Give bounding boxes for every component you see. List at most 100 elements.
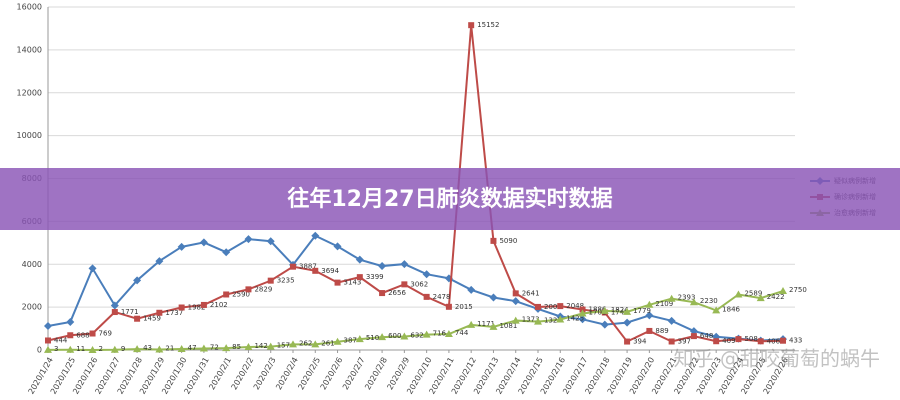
data-point (512, 290, 519, 297)
data-point (67, 332, 74, 339)
data-label: 387 (344, 337, 357, 345)
data-label: 1425 (566, 314, 584, 322)
data-point (490, 237, 497, 244)
data-point (689, 327, 698, 336)
data-point (290, 263, 296, 270)
data-label: 3 (54, 345, 58, 353)
data-label: 9 (121, 345, 125, 353)
data-point (110, 345, 119, 353)
data-point (222, 248, 231, 257)
data-point (199, 344, 208, 352)
title-banner (0, 168, 900, 230)
y-tick-label: 2000 (22, 303, 42, 312)
data-point (623, 318, 632, 327)
data-point (444, 330, 453, 338)
data-label: 2109 (655, 300, 673, 308)
data-label: 2750 (789, 286, 807, 294)
y-tick-label: 14000 (17, 45, 42, 54)
data-point (245, 286, 252, 293)
data-point (467, 285, 476, 294)
y-tick-label: 16000 (17, 3, 42, 12)
data-point (668, 338, 675, 345)
data-label: 47 (188, 344, 197, 352)
data-point (468, 22, 475, 29)
data-point (111, 309, 118, 316)
data-label: 716 (433, 330, 447, 338)
series-line (47, 234, 784, 342)
data-label: 1846 (722, 305, 740, 313)
data-label: 688 (76, 331, 89, 339)
data-label: 2009 (544, 303, 562, 311)
data-point (222, 344, 231, 352)
data-point (133, 276, 142, 285)
data-point (312, 267, 319, 274)
data-label: 3235 (277, 277, 295, 285)
data-label: 648 (700, 332, 713, 340)
data-point (177, 344, 186, 352)
data-point (422, 270, 431, 279)
data-point (712, 306, 721, 314)
data-point (333, 242, 342, 251)
data-label: 2589 (744, 289, 762, 297)
data-point (645, 300, 654, 308)
data-point (624, 338, 631, 345)
data-point (556, 315, 565, 323)
data-point (311, 340, 320, 348)
data-point (623, 307, 632, 315)
data-point (400, 332, 409, 340)
data-label: 72 (210, 343, 219, 351)
data-point (223, 291, 230, 298)
data-label: 2393 (678, 294, 696, 302)
data-point (578, 309, 587, 317)
data-label: 1323 (544, 317, 562, 325)
data-point (356, 274, 363, 281)
data-point (667, 294, 676, 302)
data-label: 15152 (477, 21, 499, 29)
data-label: 2422 (767, 293, 785, 301)
data-point (88, 264, 97, 273)
data-point (266, 342, 275, 350)
data-label: 769 (99, 330, 112, 338)
data-point (333, 337, 342, 345)
data-label: 1701 (589, 309, 607, 317)
data-point (244, 235, 253, 244)
data-label: 1982 (188, 304, 206, 312)
data-point (267, 277, 274, 284)
data-point (133, 345, 142, 353)
data-point (134, 315, 141, 322)
series-line (47, 25, 784, 343)
data-label: 444 (54, 336, 68, 344)
data-point (779, 287, 787, 295)
data-point (423, 293, 430, 300)
data-label: 2590 (232, 290, 250, 298)
data-point (89, 330, 96, 337)
data-label: 632 (410, 331, 423, 339)
data-point (200, 301, 207, 308)
data-label: 2478 (433, 293, 451, 301)
data-label: 889 (655, 327, 668, 335)
data-point (155, 345, 164, 353)
data-label: 406 (767, 337, 781, 345)
data-point (756, 294, 765, 302)
data-point (645, 311, 654, 320)
data-label: 2 (99, 345, 103, 353)
data-label: 1886 (589, 306, 607, 314)
data-point (780, 337, 786, 344)
data-point (489, 293, 498, 302)
data-point (45, 337, 51, 344)
data-point (355, 255, 364, 264)
data-point (156, 309, 163, 316)
watermark: 知乎 @甜咬葡萄的蜗牛 (674, 347, 880, 371)
data-point (66, 345, 75, 353)
data-point (199, 238, 208, 247)
data-label: 157 (277, 342, 290, 350)
data-label: 2048 (566, 302, 584, 310)
data-point (600, 306, 609, 314)
data-point (379, 290, 386, 297)
data-label: 433 (789, 337, 802, 345)
data-point (311, 231, 320, 240)
data-point (244, 342, 253, 350)
data-label: 262 (299, 339, 312, 347)
data-point (511, 316, 520, 324)
